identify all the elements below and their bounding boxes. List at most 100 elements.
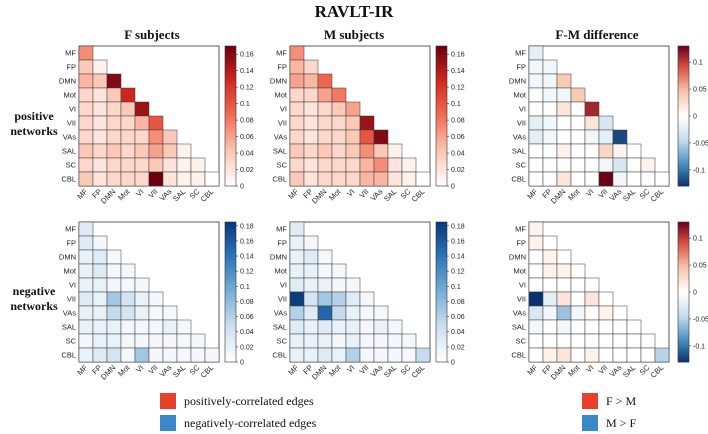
y-tick-label: DMN [270,77,287,86]
heatmap-cell [542,249,558,265]
colorbar-segment [436,310,447,314]
heatmap-cell [289,59,305,75]
colorbar-segment [678,95,689,98]
heatmap-cell [556,333,572,349]
heatmap-cell [584,171,600,187]
colorbar-segment [678,343,689,347]
colorbar-segment [678,257,689,260]
colorbar-tick-label: 0.14 [240,254,254,261]
colorbar-segment [678,315,689,319]
colorbar-segment [678,352,689,356]
heatmap-cell [345,143,361,159]
colorbar-segment [225,132,236,136]
y-tick-label: MF [276,225,287,234]
colorbar-segment [225,172,236,175]
colorbar-segment [436,320,447,323]
colorbar-tick-label: 0.18 [240,223,254,230]
x-tick-label: MF [525,363,539,377]
colorbar-segment [678,317,689,321]
colorbar-tick-label: 0.05 [693,87,707,94]
colorbar-segment [678,109,689,112]
colorbar-segment [678,113,689,117]
colorbar-segment [678,97,689,101]
colorbar-segment [436,146,447,150]
colorbar-segment [678,289,689,293]
heatmap-cell [78,235,94,251]
colorbar-segment [436,174,447,178]
heatmap-cell [598,333,614,349]
colorbar-segment [678,165,689,168]
heatmap-cell [120,263,136,279]
colorbar-segment [436,109,447,112]
colorbar-segment [225,46,236,49]
colorbar-segment [436,104,447,108]
x-tick-label: VAs [158,363,174,379]
colorbar-segment [678,176,689,180]
colorbar-segment [225,123,236,126]
heatmap-cell [148,347,164,363]
colorbar-segment [436,240,447,244]
colorbar-segment [436,334,447,337]
colorbar-segment [436,322,447,326]
colorbar-segment [225,289,236,293]
y-tick-label: FP [277,63,287,72]
heatmap-cell [570,115,586,131]
heatmap-cell [120,171,136,187]
heatmap-cell [373,333,389,349]
colorbar-segment [678,127,689,131]
heatmap-cell [570,263,586,279]
heatmap-cell [120,277,136,293]
colorbar-segment [225,350,236,354]
heatmap-cell [303,59,319,75]
heatmap-cell [556,249,572,265]
x-tick-label: DMN [310,363,328,381]
colorbar-segment [678,245,689,249]
y-tick-label: SAL [62,147,76,156]
heatmap-cell [78,171,94,187]
heatmap-cell [359,171,375,187]
colorbar-segment [436,287,447,291]
heatmap-cell [528,101,544,117]
x-tick-label: VI [345,363,356,374]
y-tick-label: FP [277,239,287,248]
heatmap-cell [134,171,150,187]
colorbar-segment [225,243,236,246]
heatmap-cell [92,73,108,89]
heatmap-cell [106,277,122,293]
colorbar-tick-label: 0.02 [240,344,254,351]
heatmap-cell [331,129,347,145]
colorbar-segment [678,329,689,333]
colorbar-segment [678,62,689,66]
heatmap-cell [303,347,319,363]
colorbar-tick-label: -0.05 [693,316,708,323]
colorbar-segment [436,345,447,349]
heatmap-cell [78,305,94,321]
colorbar-segment [678,266,689,270]
colorbar-segment [225,250,236,253]
x-tick-label: CBL [649,363,666,380]
colorbar-segment [225,57,236,61]
heatmap-cell [303,305,319,321]
colorbar-segment [678,259,689,263]
colorbar-segment [436,257,447,260]
heatmap-cell [92,319,108,335]
colorbar-segment [225,120,236,124]
colorbar-segment [225,137,236,140]
colorbar-segment [225,113,236,117]
colorbar-segment [225,327,236,330]
colorbar-segment [678,120,689,124]
heatmap-cell [528,319,544,335]
heatmap-cell [78,277,94,293]
heatmap-cell [359,347,375,363]
colorbar-segment [678,57,689,61]
colorbar-segment [436,226,447,230]
heatmap-cell [120,143,136,159]
heatmap-cell [317,157,333,173]
heatmap-cell [528,263,544,279]
heatmap-cell [289,235,305,251]
heatmap-cell [289,347,305,363]
colorbar-segment [436,71,447,75]
heatmap-cell [612,157,628,173]
colorbar-segment [678,132,689,136]
